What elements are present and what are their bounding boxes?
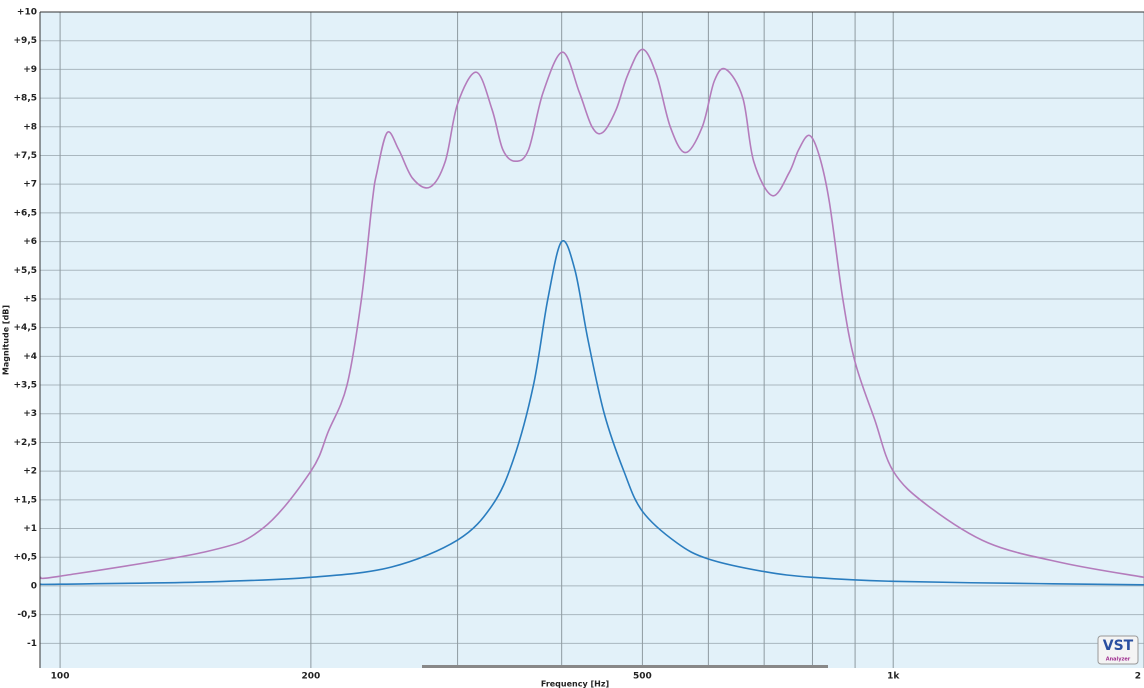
x-tick-label: 200 [301,672,320,682]
x-tick-label: 100 [51,672,70,682]
y-tick-label: +2,5 [14,438,37,448]
y-tick-label: +7,5 [14,151,37,161]
logo-text: VST [1103,638,1134,654]
x-tick-label: 1k [887,672,900,682]
y-tick-label: +5,5 [14,266,37,276]
x-tick-label: 500 [633,672,652,682]
y-axis-label: Magnitude [dB] [2,305,11,375]
y-tick-label: +7 [23,180,37,190]
plot-background [40,12,1144,668]
y-tick-label: +9,5 [14,36,37,46]
logo-subtitle: Analyzer [1106,657,1131,663]
y-tick-label: +3 [23,409,37,419]
y-tick-label: +3,5 [14,381,37,391]
y-tick-label: +8 [23,122,37,132]
y-tick-label: +6,5 [14,208,37,218]
logo: VST Analyzer [1097,635,1139,665]
y-tick-label: -0,5 [17,610,37,620]
y-tick-label: +0,5 [14,553,37,563]
y-tick-label: +1,5 [14,495,37,505]
y-tick-label: 0 [31,581,37,591]
logo-box [1097,635,1139,665]
series-line [39,239,1144,586]
x-axis-label: Frequency [Hz] [541,680,609,688]
y-tick-label: +1 [23,524,37,534]
y-tick-label: +5 [23,294,37,304]
y-tick-label: +8,5 [14,94,37,104]
y-tick-label: +4 [23,352,37,362]
y-tick-label: +9 [23,65,37,75]
y-tick-label: +4,5 [14,323,37,333]
x-tick-label: 2 [1135,672,1141,682]
lines [39,48,1144,586]
scrollbar [422,665,828,668]
y-tick-label: +10 [17,8,37,18]
y-tick-label: +6 [23,237,37,247]
y-tick-label: -1 [27,639,37,649]
series-line [39,48,1144,580]
y-tick-label: +2 [23,467,37,477]
